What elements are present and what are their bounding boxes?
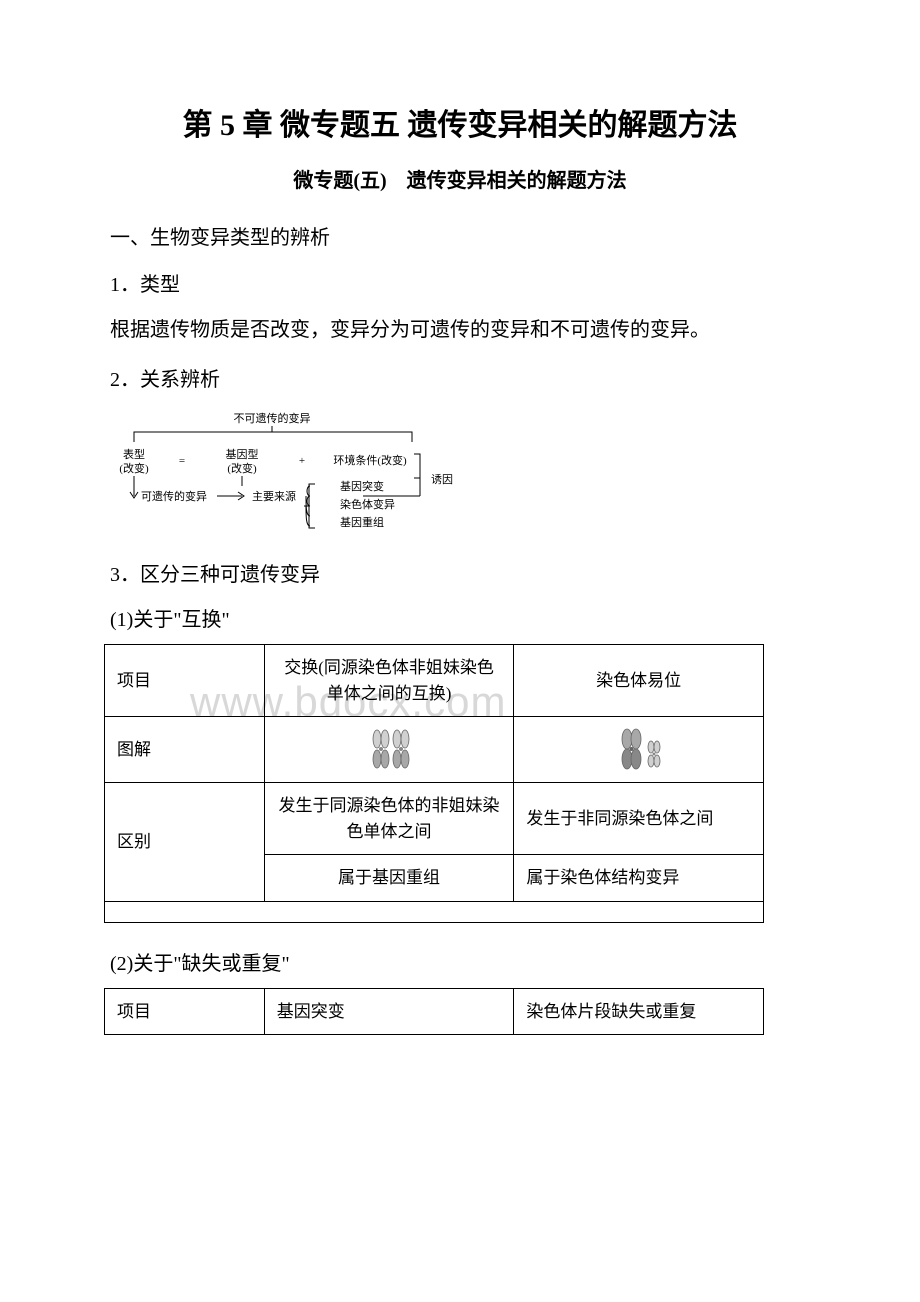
diagram-top-label: 不可遗传的变异 [234,411,311,425]
diagram-source-1: 基因突变 [340,479,384,493]
table-cell: 项目 [105,645,265,717]
item-1-text: 根据遗传物质是否改变，变异分为可遗传的变异和不可遗传的变异。 [70,313,850,347]
table-row: 项目 基因突变 染色体片段缺失或重复 [105,988,764,1035]
table-cell: 发生于非同源染色体之间 [514,783,764,855]
diagram-plus: + [299,455,305,467]
table-row: 区别 发生于同源染色体的非姐妹染色单体之间 发生于非同源染色体之间 [105,783,764,855]
section-one-heading: 一、生物变异类型的辨析 [70,221,850,250]
table-cell: 染色体片段缺失或重复 [514,988,764,1035]
chromosome-exchange-icon [359,727,419,772]
item-3-heading: 3．区分三种可遗传变异 [70,558,850,587]
table-cell: 基因突变 [264,988,514,1035]
main-title: 第 5 章 微专题五 遗传变异相关的解题方法 [70,100,850,144]
table-cell: 属于基因重组 [264,855,514,902]
table-cell: 交换(同源染色体非姐妹染色单体之间的互换) [264,645,514,717]
table-cell: 属于染色体结构变异 [514,855,764,902]
diagram-left-box-2: (改变) [119,461,149,475]
diagram-mid-box-2: (改变) [227,461,257,475]
diagram-right-box: 环境条件(改变) [333,453,407,467]
table-cell: 图解 [105,717,265,783]
table-cell: 染色体易位 [514,645,764,717]
table-cell-diagram [514,717,764,783]
table-cell-diagram [264,717,514,783]
diagram-bottom-left: 可遗传的变异 [141,489,207,503]
diagram-source-2: 染色体变异 [340,497,395,511]
diagram-mid-box-1: 基因型 [226,447,259,461]
table-cell: 区别 [105,783,265,902]
table-1: 项目 交换(同源染色体非姐妹染色单体之间的互换) 染色体易位 图解 [104,644,764,923]
item-2-heading: 2．关系辨析 [70,363,850,392]
diagram-bottom-mid: 主要来源 [252,489,296,503]
table-cell-empty [105,901,764,922]
table-cell: 项目 [105,988,265,1035]
diagram-right-side: 诱因 [431,473,453,486]
sub-item-3-1: (1)关于"互换" [70,603,850,632]
diagram-equals: = [179,455,185,467]
table-2: 项目 基因突变 染色体片段缺失或重复 [104,988,764,1036]
document-content: 第 5 章 微专题五 遗传变异相关的解题方法 微专题(五) 遗传变异相关的解题方… [70,100,850,1035]
sub-item-3-2: (2)关于"缺失或重复" [70,947,850,976]
table-row: 图解 [105,717,764,783]
table-cell: 发生于同源染色体的非姐妹染色单体之间 [264,783,514,855]
sub-title: 微专题(五) 遗传变异相关的解题方法 [70,164,850,193]
diagram-source-3: 基因重组 [340,515,384,529]
relationship-diagram: 不可遗传的变异 表型 (改变) = 基因型 (改变) + 环境条件(改变) 诱因… [102,408,850,538]
table-row [105,901,764,922]
diagram-left-box-1: 表型 [123,447,145,461]
chromosome-translocation-icon [609,727,669,772]
table-row: 项目 交换(同源染色体非姐妹染色单体之间的互换) 染色体易位 [105,645,764,717]
item-1-heading: 1．类型 [70,268,850,297]
